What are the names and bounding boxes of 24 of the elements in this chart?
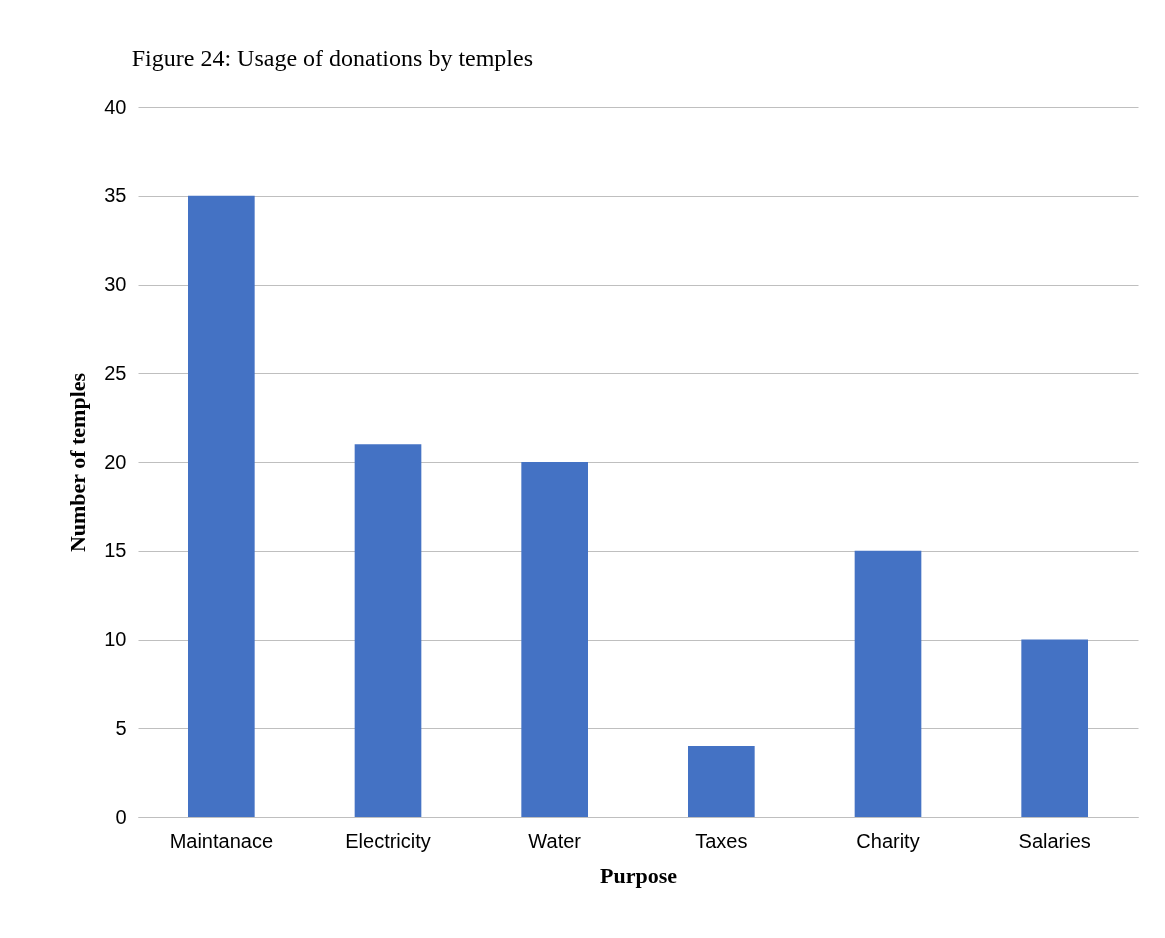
bar bbox=[1021, 639, 1088, 817]
y-tick-label: 20 bbox=[104, 450, 127, 473]
chart-title: Figure 24: Usage of donations by temples bbox=[131, 45, 534, 71]
bar bbox=[521, 462, 588, 817]
y-tick-label: 25 bbox=[104, 361, 127, 384]
x-tick-label: Charity bbox=[856, 829, 920, 852]
y-tick-label: 30 bbox=[104, 273, 127, 295]
y-tick-label: 35 bbox=[104, 184, 127, 207]
x-tick-label: Salaries bbox=[1018, 829, 1091, 852]
y-tick-label: 15 bbox=[104, 539, 127, 562]
y-axis-title: Number of temples bbox=[65, 372, 91, 553]
x-axis-title: Purpose bbox=[600, 862, 678, 888]
y-tick-label: 5 bbox=[115, 716, 127, 739]
bar bbox=[188, 195, 255, 817]
bar bbox=[854, 550, 922, 817]
y-tick-label: 40 bbox=[104, 95, 127, 118]
x-tick-label: Taxes bbox=[695, 829, 748, 852]
bar bbox=[354, 444, 422, 817]
y-tick-label: 10 bbox=[104, 628, 127, 650]
x-tick-label: Water bbox=[528, 829, 582, 852]
x-tick-label: Maintanace bbox=[169, 829, 274, 852]
x-tick-label: Electricity bbox=[345, 829, 431, 852]
y-tick-label: 0 bbox=[115, 805, 127, 828]
bar bbox=[688, 746, 755, 817]
